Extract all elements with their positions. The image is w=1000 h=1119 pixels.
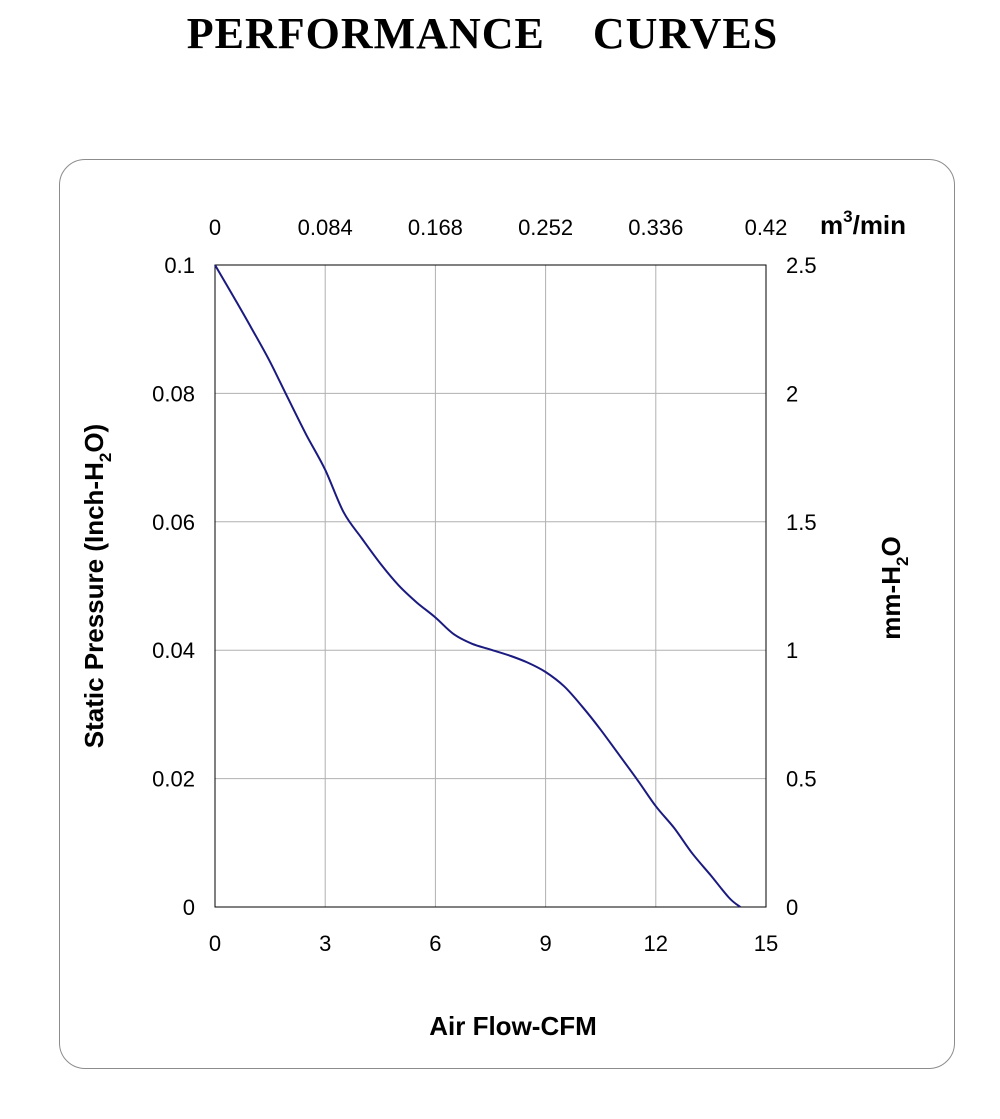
y-left-tick-label: 0.08	[152, 381, 195, 406]
y-axis-right-label: mm-H2O	[876, 536, 912, 639]
x-bottom-tick-label: 15	[754, 931, 778, 956]
x-top-tick-label: 0.42	[745, 215, 788, 240]
y-left-tick-label: 0.1	[164, 253, 195, 278]
y-right-tick-label: 0	[786, 895, 798, 920]
plot-area	[214, 264, 767, 908]
y-left-tick-label: 0	[183, 895, 195, 920]
x-top-tick-label: 0.084	[298, 215, 353, 240]
top-axis-unit: m3/min	[820, 207, 906, 240]
y-left-tick-label: 0.04	[152, 638, 195, 663]
x-top-tick-label: 0.168	[408, 215, 463, 240]
y-left-tick-label: 0.02	[152, 767, 195, 792]
y-left-tick-label: 0.06	[152, 510, 195, 535]
x-bottom-tick-label: 12	[644, 931, 668, 956]
y-right-tick-label: 0.5	[786, 767, 817, 792]
y-axis-left-label: Static Pressure (Inch-H2O)	[79, 424, 115, 748]
x-top-tick-label: 0.252	[518, 215, 573, 240]
pressure-curve	[214, 264, 741, 908]
x-top-tick-label: 0.336	[628, 215, 683, 240]
y-right-tick-label: 1.5	[786, 510, 817, 535]
chart-title: PERFORMANCE CURVES	[186, 9, 779, 58]
x-bottom-tick-label: 6	[429, 931, 441, 956]
x-axis-label: Air Flow-CFM	[429, 1011, 597, 1041]
y-right-tick-label: 2	[786, 381, 798, 406]
y-right-tick-label: 2.5	[786, 253, 817, 278]
chart-frame	[59, 159, 955, 1069]
x-bottom-tick-label: 0	[209, 931, 221, 956]
grid-lines	[215, 265, 766, 907]
tick-labels: 0 3 6 9 12 150 0.084 0.168 0.252 0.336 0.4200.020.…	[152, 215, 816, 956]
y-right-tick-label: 1	[786, 638, 798, 663]
x-bottom-tick-label: 3	[319, 931, 331, 956]
x-top-tick-label: 0	[209, 215, 221, 240]
x-bottom-tick-label: 9	[539, 931, 551, 956]
